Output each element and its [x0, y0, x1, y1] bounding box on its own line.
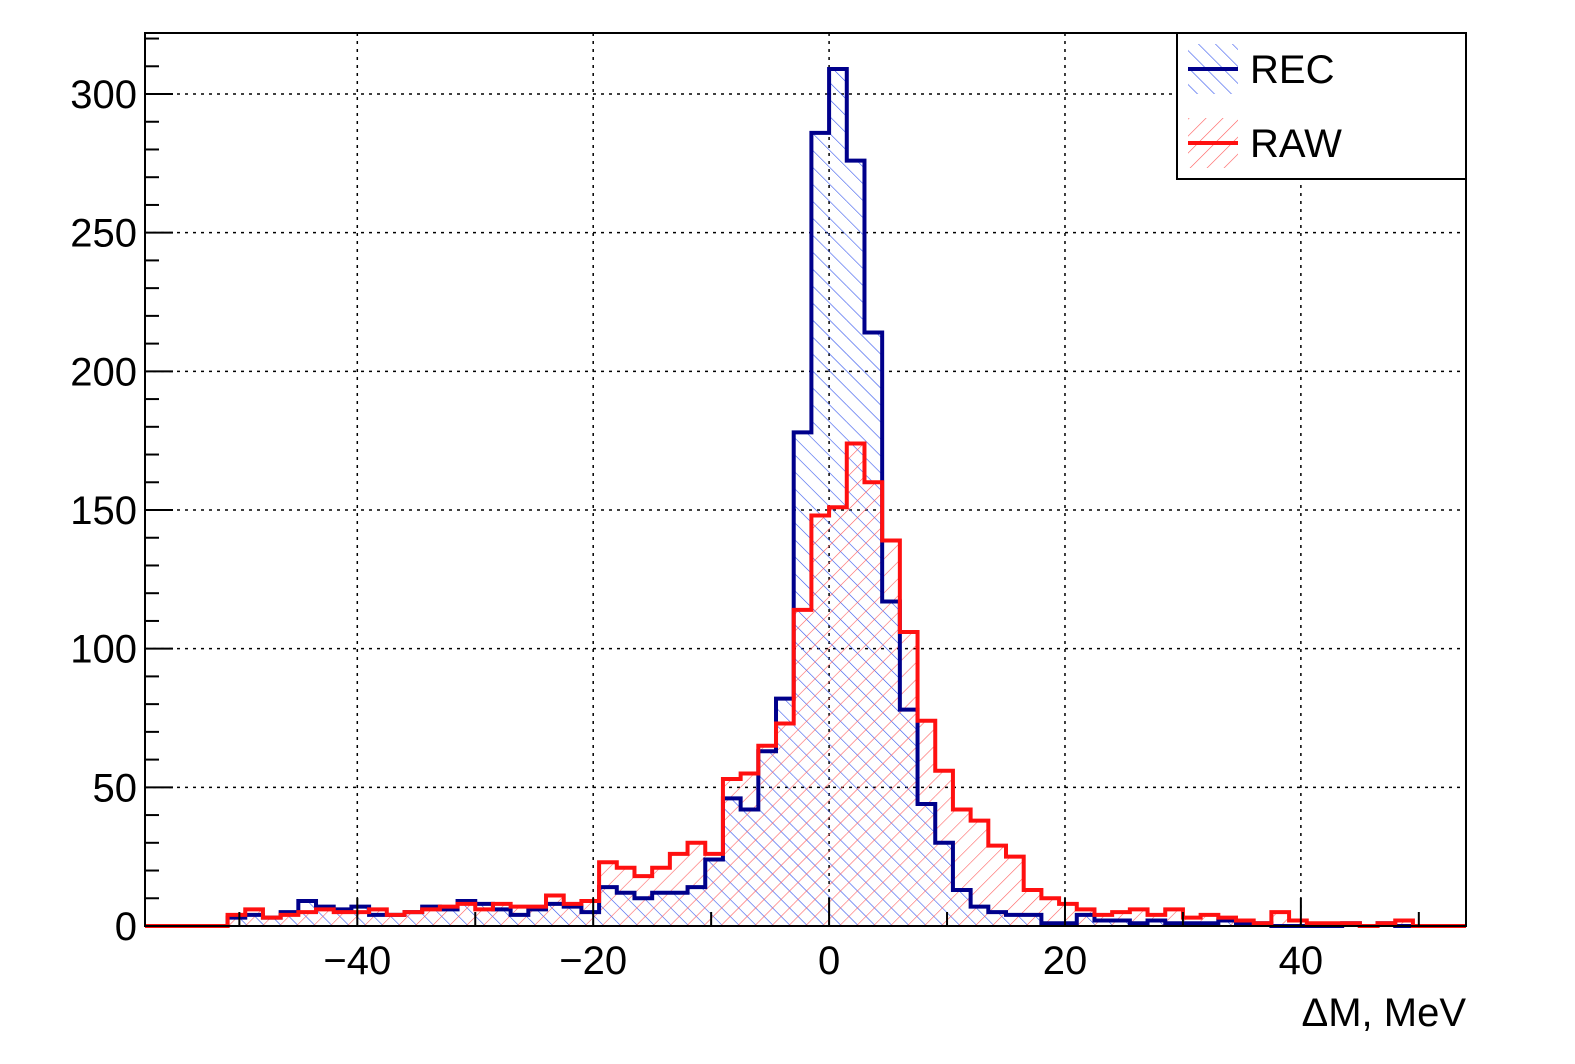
x-tick-label-4: 40	[1279, 939, 1324, 983]
plot-frame	[144, 32, 1467, 927]
bin-raw-37	[882, 540, 900, 926]
y-tick-label-2: 100	[70, 628, 137, 672]
bin-raw-30	[758, 745, 777, 926]
bin-raw-46	[1041, 898, 1060, 926]
bin-raw-66	[1395, 920, 1413, 926]
bin-raw-1	[245, 909, 263, 926]
bin-raw-43	[988, 845, 1007, 926]
bin-raw-22	[616, 867, 635, 926]
bin-raw-0	[227, 914, 246, 926]
bin-raw-35	[846, 443, 865, 926]
bin-raw-41	[952, 809, 971, 926]
bin-raw-14	[475, 909, 493, 926]
bin-raw-15	[492, 903, 511, 926]
bin-raw-8	[369, 909, 387, 926]
legend-entry-rec: REC	[1188, 44, 1334, 94]
bin-raw-21	[599, 862, 617, 926]
bin-raw-27	[705, 853, 723, 926]
series-raw-bins	[227, 443, 1413, 926]
legend-label-rec: REC	[1250, 48, 1334, 92]
bin-raw-25	[669, 853, 688, 926]
x-tick-label-1: −20	[559, 939, 627, 983]
tick-labels: 0 50 100 150 200 250 300 −40 −20 0 20 40	[70, 73, 1323, 983]
bin-raw-24	[652, 867, 670, 926]
bin-raw-36	[864, 482, 883, 926]
bin-raw-26	[687, 842, 706, 926]
bin-raw-10	[404, 912, 423, 926]
bin-raw-42	[970, 820, 989, 926]
x-axis-title: ΔM, MeV	[1301, 991, 1466, 1035]
bin-raw-60	[1289, 920, 1307, 926]
y-tick-label-0: 0	[115, 905, 137, 949]
bin-raw-2	[262, 917, 281, 926]
bin-raw-32	[793, 609, 812, 926]
bin-raw-59	[1271, 912, 1290, 926]
bin-raw-3	[280, 914, 299, 926]
series-raw-outline	[145, 441, 1466, 928]
bin-raw-55	[1200, 914, 1219, 926]
bin-raw-28	[722, 779, 741, 926]
histogram-outlines	[145, 67, 1466, 928]
bin-raw-33	[811, 515, 830, 926]
bin-raw-29	[740, 773, 759, 926]
bin-raw-39	[917, 720, 936, 926]
axis-ticks	[145, 37, 1420, 927]
x-tick-label-3: 20	[1043, 939, 1088, 983]
legend-label-raw: RAW	[1250, 122, 1342, 166]
y-tick-label-3: 150	[70, 489, 137, 533]
bin-raw-17	[528, 906, 547, 926]
x-tick-label-2: 0	[818, 939, 840, 983]
y-tick-label-1: 50	[93, 766, 138, 810]
y-tick-label-5: 250	[70, 212, 137, 256]
bin-raw-48	[1076, 909, 1095, 926]
bin-raw-5	[316, 909, 334, 926]
bin-raw-13	[457, 903, 476, 926]
bin-raw-6	[333, 912, 352, 926]
bin-raw-4	[298, 912, 317, 926]
bin-raw-7	[351, 912, 370, 926]
legend: REC RAW	[1176, 32, 1467, 180]
bin-raw-11	[422, 909, 440, 926]
bin-raw-31	[776, 723, 794, 926]
bin-raw-9	[386, 914, 405, 926]
bin-raw-34	[829, 507, 847, 926]
bin-raw-23	[634, 876, 653, 926]
bin-raw-12	[439, 906, 458, 926]
bin-raw-38	[899, 632, 918, 926]
x-tick-label-0: −40	[323, 939, 391, 983]
bin-raw-19	[563, 903, 582, 926]
bin-raw-44	[1006, 856, 1024, 926]
plot-frame-rect	[144, 32, 1467, 927]
legend-entry-raw: RAW	[1188, 118, 1342, 168]
bin-raw-47	[1059, 903, 1077, 926]
y-tick-label-6: 300	[70, 73, 137, 117]
bin-raw-40	[935, 770, 953, 926]
histogram-fills	[227, 69, 1413, 927]
y-tick-label-4: 200	[70, 350, 137, 394]
bin-raw-45	[1023, 889, 1042, 926]
bin-raw-18	[546, 895, 564, 926]
